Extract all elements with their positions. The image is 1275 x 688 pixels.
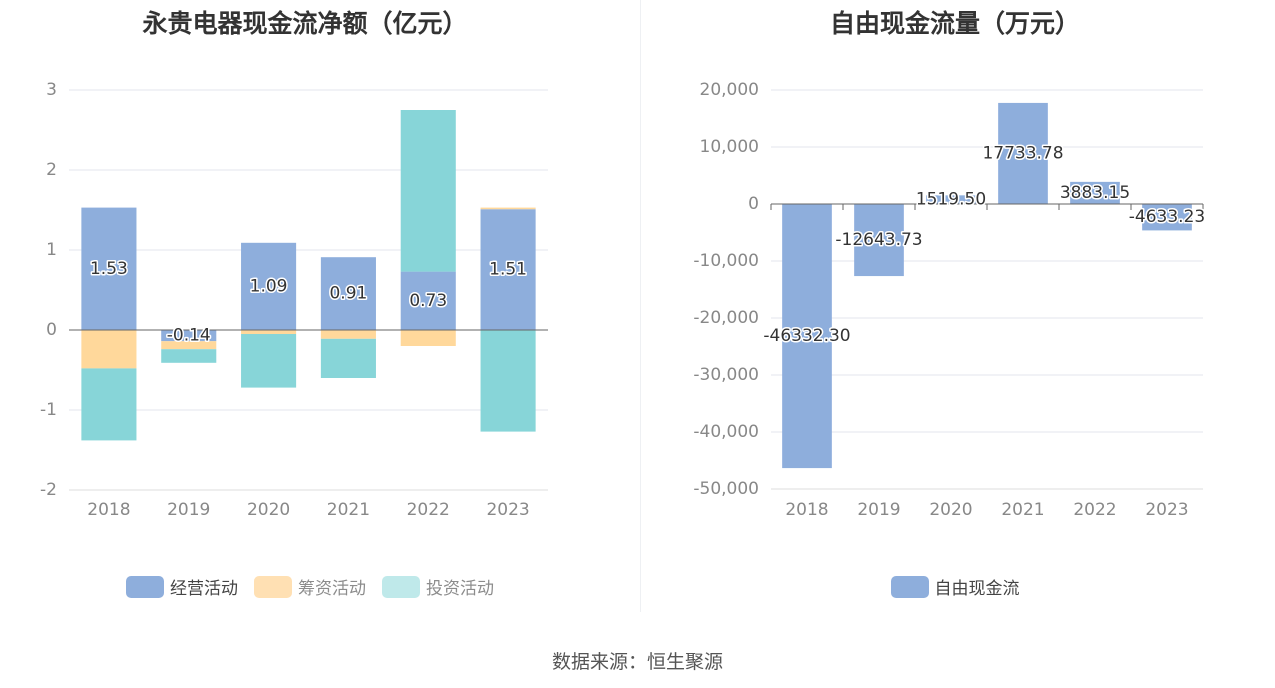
x-tick-label: 2023 bbox=[486, 500, 529, 520]
bar-financing bbox=[241, 330, 297, 334]
cashflow-legend: 经营活动 筹资活动 投资活动 bbox=[0, 574, 620, 599]
legend-item-free-cashflow[interactable]: 自由现金流 bbox=[890, 574, 1020, 599]
y-tick-label: 10,000 bbox=[700, 137, 759, 157]
data-label: 3883.15 bbox=[1060, 183, 1130, 203]
x-tick-label: 2019 bbox=[167, 500, 210, 520]
bar-free-cashflow bbox=[926, 195, 976, 204]
bar-investing bbox=[400, 110, 456, 272]
bar-free-cashflow bbox=[1142, 204, 1192, 231]
bar-investing bbox=[81, 368, 137, 441]
legend-swatch-investing bbox=[382, 575, 420, 598]
legend-label-free-cashflow: 自由现金流 bbox=[934, 579, 1020, 599]
bar-operating bbox=[161, 330, 217, 342]
legend-label-financing: 筹资活动 bbox=[298, 579, 366, 599]
data-label: -12643.73 bbox=[835, 230, 922, 250]
left-chart-title: 永贵电器现金流净额（亿元） bbox=[142, 9, 468, 38]
x-tick-label: 2018 bbox=[785, 500, 828, 520]
x-tick-label: 2023 bbox=[1145, 500, 1188, 520]
legend-swatch-financing bbox=[254, 575, 292, 598]
legend-label-operating: 经营活动 bbox=[170, 579, 238, 599]
y-tick-label: -10,000 bbox=[693, 251, 759, 271]
legend-swatch-free-cashflow bbox=[890, 575, 929, 598]
data-label: -4633.23 bbox=[1129, 207, 1205, 227]
bar-financing bbox=[480, 207, 536, 210]
data-source: 数据来源：恒生聚源 bbox=[551, 651, 723, 673]
x-tick-label: 2018 bbox=[87, 500, 130, 520]
data-label: 1.53 bbox=[90, 259, 128, 279]
legend-item-financing[interactable]: 筹资活动 bbox=[254, 574, 366, 599]
bar-investing bbox=[161, 349, 217, 363]
bar-operating bbox=[400, 271, 456, 330]
y-tick-label: 3 bbox=[46, 80, 57, 100]
right-chart-title: 自由现金流量（万元） bbox=[829, 9, 1080, 38]
bar-operating bbox=[81, 207, 137, 330]
bar-financing bbox=[81, 330, 137, 369]
legend-swatch-operating bbox=[126, 575, 164, 598]
y-tick-label: -50,000 bbox=[693, 479, 759, 499]
bar-financing bbox=[161, 341, 217, 350]
y-tick-label: -30,000 bbox=[693, 365, 759, 385]
bar-free-cashflow bbox=[782, 204, 832, 469]
x-tick-label: 2022 bbox=[407, 500, 450, 520]
y-tick-label: 0 bbox=[46, 320, 57, 340]
bar-operating bbox=[320, 257, 376, 330]
data-label: 1.51 bbox=[489, 260, 527, 280]
bar-investing bbox=[320, 338, 376, 378]
x-tick-label: 2022 bbox=[1073, 500, 1116, 520]
bar-investing bbox=[480, 330, 536, 432]
data-label: -0.14 bbox=[167, 326, 211, 346]
x-tick-label: 2021 bbox=[1001, 500, 1044, 520]
legend-item-investing[interactable]: 投资活动 bbox=[382, 574, 494, 599]
y-tick-label: -40,000 bbox=[693, 422, 759, 442]
x-tick-label: 2020 bbox=[247, 500, 290, 520]
x-tick-label: 2019 bbox=[857, 500, 900, 520]
free-cashflow-legend: 自由现金流 bbox=[655, 574, 1255, 599]
bar-free-cashflow bbox=[1070, 181, 1120, 204]
data-label: 0.91 bbox=[329, 284, 367, 304]
legend-item-operating[interactable]: 经营活动 bbox=[126, 574, 238, 599]
cashflow-chart: 3 2 1 0 -1 -2 2018 2019 2020 2021 2022 2023 1.53 -0.1… bbox=[40, 80, 548, 520]
x-tick-label: 2020 bbox=[929, 500, 972, 520]
y-tick-label: -2 bbox=[40, 480, 57, 500]
bar-financing bbox=[400, 330, 456, 346]
bar-operating bbox=[480, 209, 536, 330]
x-tick-label: 2021 bbox=[327, 500, 370, 520]
bar-operating bbox=[241, 242, 297, 330]
y-tick-label: 1 bbox=[46, 240, 57, 260]
panel-divider bbox=[640, 0, 641, 612]
bar-financing bbox=[320, 330, 376, 339]
y-tick-label: 20,000 bbox=[700, 80, 759, 100]
bar-investing bbox=[241, 334, 297, 388]
y-tick-label: -20,000 bbox=[693, 308, 759, 328]
data-label: -46332.30 bbox=[763, 326, 850, 346]
data-label: 17733.78 bbox=[982, 143, 1063, 163]
y-tick-label: 2 bbox=[46, 160, 57, 180]
y-tick-label: 0 bbox=[748, 194, 759, 214]
data-label: 1519.50 bbox=[916, 190, 986, 210]
bar-free-cashflow bbox=[854, 204, 904, 277]
bar-free-cashflow bbox=[998, 102, 1048, 204]
y-tick-label: -1 bbox=[40, 400, 57, 420]
legend-label-investing: 投资活动 bbox=[426, 579, 494, 599]
data-label: 1.09 bbox=[250, 276, 288, 296]
free-cashflow-chart: 20,000 10,000 0 -10,000 -20,000 -30,000 -40,00… bbox=[693, 80, 1206, 520]
data-label: 0.73 bbox=[409, 291, 447, 311]
